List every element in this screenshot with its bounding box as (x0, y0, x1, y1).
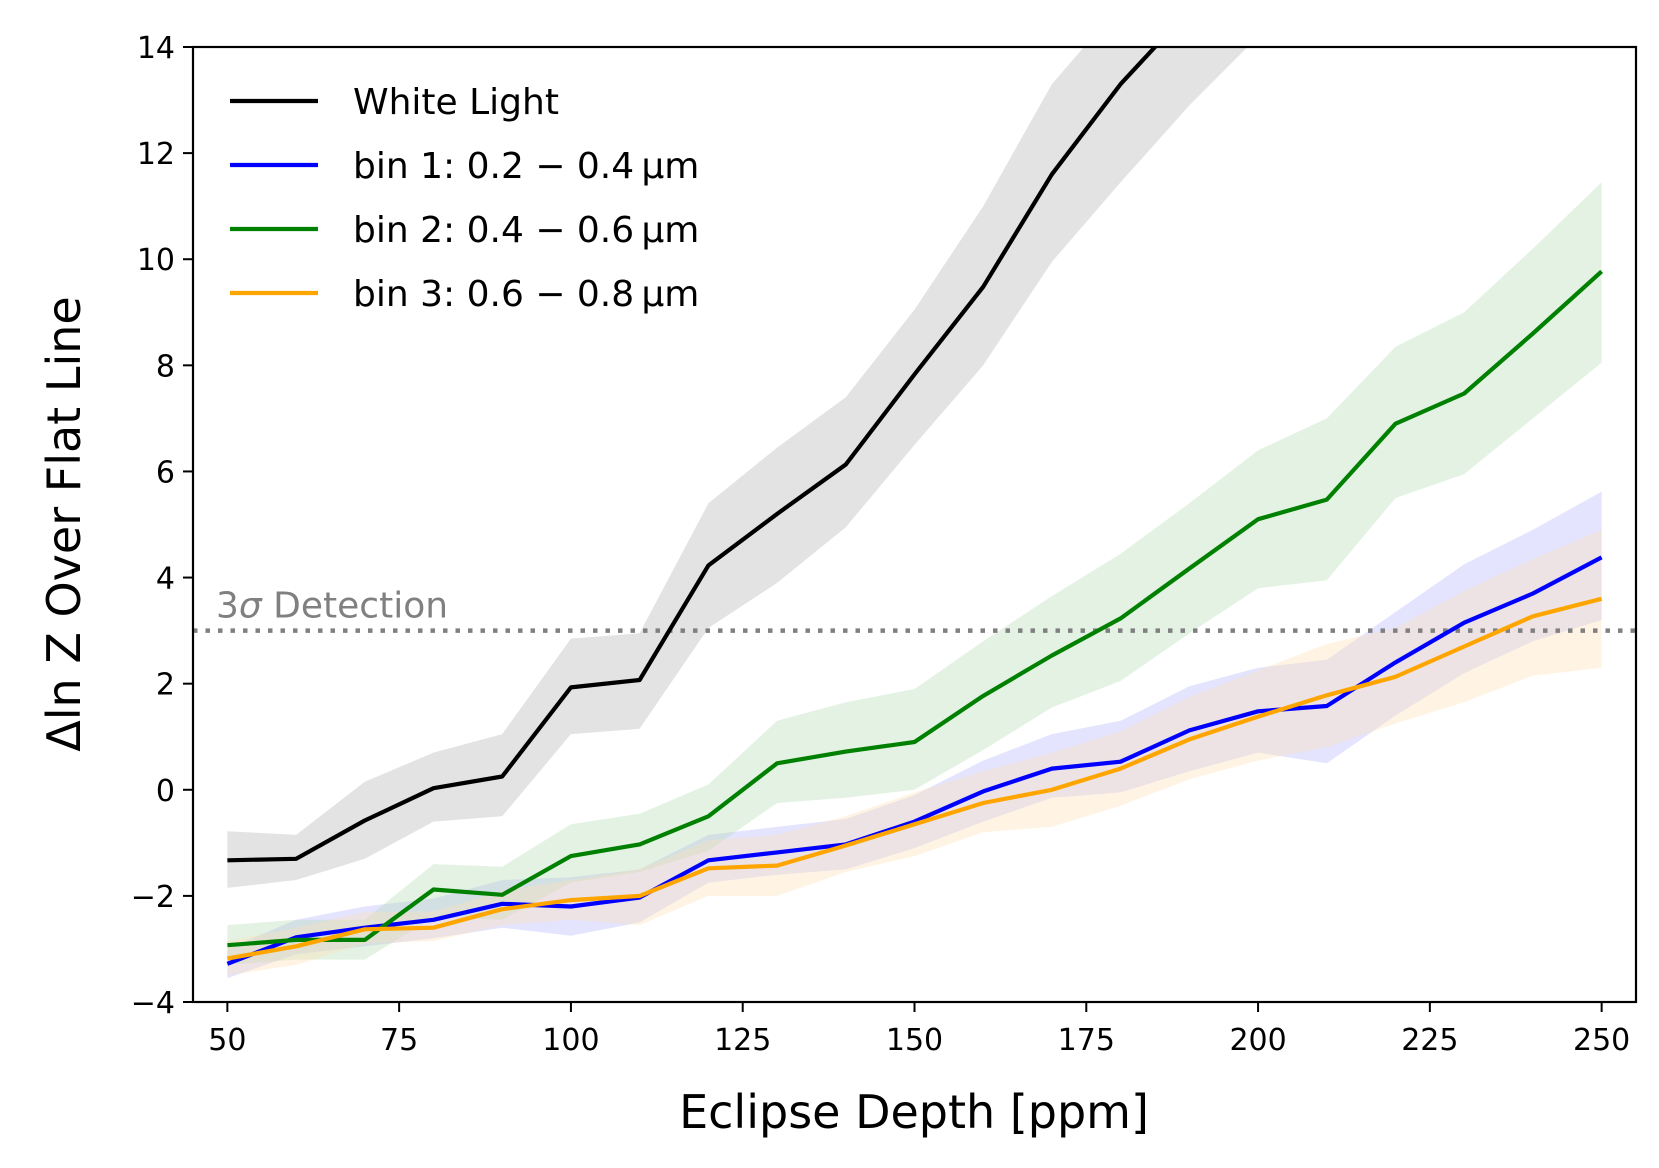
y-tick-label: −2 (131, 880, 175, 915)
y-tick-label: 12 (137, 137, 175, 172)
x-tick-label: 250 (1573, 1023, 1630, 1058)
y-tick-label: 8 (156, 349, 175, 384)
x-axis-label: Eclipse Depth [ppm] (679, 1085, 1149, 1139)
band-bin-2-0-4-0-6-m (227, 182, 1602, 965)
y-tick-label: 6 (156, 455, 175, 490)
x-axis-ticks: 50 75 100 125 150 175 200 225 250 (208, 1002, 1630, 1058)
threshold-label-sigma: σ (239, 586, 263, 627)
legend-label-bin-2-0-4-0-6-m: bin 2: 0.4 − 0.6 μm (353, 210, 699, 251)
line-bin-1-0-2-0-4-m (226, 555, 1603, 966)
y-tick-label: 2 (156, 668, 175, 703)
x-tick-label: 150 (886, 1023, 943, 1058)
threshold-label: 3σ Detection (216, 586, 448, 627)
y-tick-label: 14 (137, 31, 175, 66)
threshold-label-prefix: 3 (216, 586, 239, 627)
x-tick-label: 75 (380, 1023, 418, 1058)
x-tick-label: 50 (208, 1023, 246, 1058)
x-tick-label: 200 (1229, 1023, 1286, 1058)
x-tick-label: 175 (1058, 1023, 1115, 1058)
legend: White Light bin 1: 0.2 − 0.4 μm bin 2: 0.4… (230, 82, 699, 315)
y-tick-label: 10 (137, 243, 175, 278)
x-tick-label: 100 (542, 1023, 599, 1058)
line-bin-3-0-6-0-8-m (227, 596, 1603, 961)
y-tick-label: −4 (131, 986, 175, 1021)
line-white-light (227, 47, 1158, 863)
legend-label-bin-1-0-2-0-4-m: bin 1: 0.2 − 0.4 μm (353, 146, 699, 187)
y-axis-label: Δln Z Over Flat Line (37, 296, 91, 751)
y-tick-label: 4 (156, 562, 175, 597)
threshold-label-suffix: Detection (262, 586, 448, 627)
band-white-light (227, 47, 1248, 888)
x-tick-label: 225 (1401, 1023, 1458, 1058)
legend-label-white-light: White Light (353, 82, 559, 123)
line-bin-2-0-4-0-6-m (227, 269, 1604, 948)
series-lines (226, 47, 1604, 966)
y-axis-ticks: −4 −2 0 2 4 6 8 10 12 14 (131, 31, 193, 1021)
y-tick-label: 0 (156, 774, 175, 809)
threshold-group: 3σ Detection (193, 586, 1636, 633)
x-tick-label: 125 (714, 1023, 771, 1058)
legend-label-bin-3-0-6-0-8-m: bin 3: 0.6 − 0.8 μm (353, 274, 699, 315)
